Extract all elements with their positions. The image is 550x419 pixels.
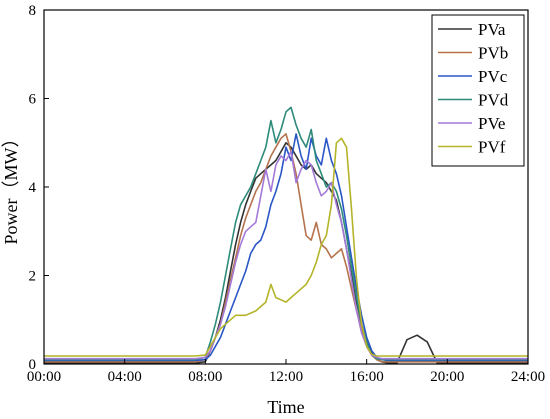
legend-label: PVc [478,67,508,86]
series-line-pva [44,142,528,364]
x-tick-label: 24:00 [511,369,545,385]
legend: PVa PVb PVc PVd PVe PVf [431,14,525,167]
y-tick-label: 4 [29,180,37,196]
legend-label: PVf [478,138,506,157]
legend-label: PVb [478,44,508,63]
y-tick-label: 6 [29,92,37,108]
y-tick-label: 8 [29,3,37,19]
ticks-layer: 00:00 04:00 08:00 12:00 16:00 20:00 24:00 0 2 4 6 8 [27,3,545,385]
y-tick-label: 2 [29,269,37,285]
x-tick-label: 16:00 [350,369,384,385]
y-tick-label: 0 [29,357,37,373]
x-tick-label: 04:00 [108,369,142,385]
legend-label: PVe [478,114,505,133]
series-line-pvc [44,133,528,362]
x-tick-label: 12:00 [269,369,303,385]
series-line-pvf [44,137,528,357]
x-tick-label: 00:00 [27,369,61,385]
series-line-pve [44,150,528,360]
x-axis-title: Time [267,397,304,417]
legend-label: PVa [478,20,506,39]
x-tick-label: 08:00 [188,369,222,385]
legend-box [431,14,525,167]
legend-label: PVd [478,91,509,110]
y-axis-title: Power（MW） [1,130,21,245]
x-tick-label: 20:00 [430,369,464,385]
series-line-pvd [44,106,528,361]
series-layer [44,106,528,364]
